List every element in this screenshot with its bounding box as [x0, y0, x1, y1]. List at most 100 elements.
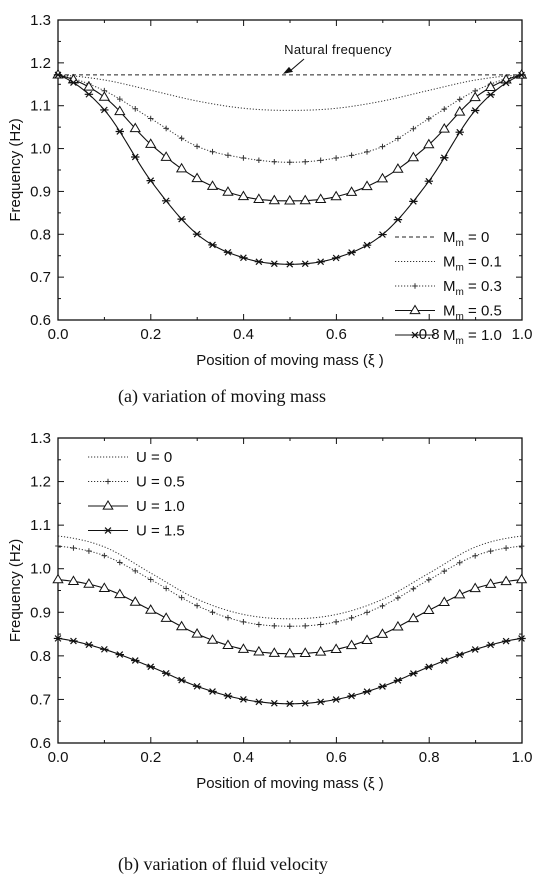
data-point	[237, 643, 250, 653]
data-point	[440, 657, 449, 665]
data-point	[316, 258, 325, 266]
data-point	[407, 151, 420, 162]
plot-frame	[57, 437, 523, 744]
data-point	[101, 552, 108, 559]
data-point	[362, 241, 372, 249]
data-point	[299, 194, 311, 205]
data-point	[423, 604, 435, 614]
data-point	[53, 635, 63, 642]
data-point	[314, 193, 327, 204]
x-tick-label: 0.4	[233, 749, 254, 766]
data-point	[299, 647, 311, 657]
data-point	[225, 152, 231, 159]
x-tick-label: 0.6	[326, 749, 347, 766]
series-1	[57, 535, 523, 620]
x-tick-label: 0.2	[140, 749, 161, 766]
data-point	[486, 91, 495, 99]
x-axis-label: Position of moving mass (ξ )	[196, 775, 384, 792]
x-tick-label: 0.4	[233, 326, 254, 343]
x-tick-label: 0.2	[140, 326, 161, 343]
data-point	[333, 619, 339, 625]
data-point	[270, 699, 279, 707]
chart-panel-b: 0.0 0.2 0.4 0.6 0.8 1.0 0.6 0.7 0.8 0.9 1.0 1.1 1.2 1…	[7, 430, 532, 875]
data-point	[285, 700, 294, 708]
data-point	[364, 149, 370, 155]
data-point	[100, 645, 109, 653]
x-tick-label: 0.0	[48, 326, 69, 343]
data-point	[395, 135, 401, 142]
data-point	[194, 143, 200, 150]
data-point	[393, 216, 403, 224]
data-point	[424, 663, 434, 671]
series-line	[57, 545, 523, 627]
data-point	[407, 612, 420, 623]
data-point	[470, 646, 480, 653]
series-4	[53, 635, 526, 708]
x-tick-label: 0.6	[326, 326, 347, 343]
data-point	[517, 71, 526, 79]
data-point	[301, 260, 310, 268]
data-point	[129, 596, 141, 606]
data-point	[348, 152, 355, 159]
series-line	[57, 74, 523, 111]
data-point	[317, 621, 324, 628]
legend-marker	[410, 331, 420, 339]
data-point	[240, 155, 247, 161]
data-point	[178, 135, 185, 142]
data-point	[175, 162, 188, 173]
y-tick-label: 0.9	[30, 183, 51, 200]
data-point	[456, 96, 463, 103]
legend-marker	[412, 283, 418, 289]
data-point	[314, 645, 327, 656]
data-point	[345, 639, 358, 650]
data-point	[98, 582, 111, 592]
data-point	[517, 635, 526, 642]
data-point	[145, 604, 157, 614]
data-point	[239, 696, 248, 703]
y-tick-label: 1.1	[30, 98, 51, 115]
data-point	[194, 602, 200, 609]
data-point	[222, 186, 234, 196]
data-point	[441, 568, 448, 574]
data-point	[240, 619, 247, 625]
series-3	[52, 573, 528, 658]
data-point	[69, 637, 78, 645]
y-tick-label: 0.6	[30, 312, 51, 329]
data-point	[347, 249, 356, 256]
data-point	[129, 122, 141, 133]
data-point	[331, 254, 341, 262]
data-point	[115, 128, 125, 135]
data-point	[209, 148, 216, 155]
data-point	[348, 615, 355, 621]
y-tick-label: 0.9	[30, 604, 51, 621]
data-point	[84, 90, 94, 98]
data-point	[286, 159, 293, 166]
data-point	[361, 180, 373, 191]
annotation-label: Natural frequency	[284, 42, 392, 57]
data-point	[237, 190, 250, 201]
data-point	[83, 578, 95, 588]
data-point	[470, 107, 480, 114]
data-point	[364, 609, 370, 616]
data-point	[438, 123, 450, 133]
data-point	[518, 543, 525, 549]
data-point	[191, 172, 203, 183]
data-point	[331, 696, 341, 703]
data-point	[208, 688, 217, 695]
data-point	[191, 628, 203, 638]
data-point	[208, 241, 217, 249]
data-point	[268, 647, 280, 657]
data-point	[302, 158, 309, 165]
series-4	[52, 68, 528, 205]
data-point	[410, 585, 417, 592]
data-point	[270, 260, 279, 268]
data-point	[223, 692, 233, 700]
data-point	[163, 125, 169, 132]
data-point	[501, 79, 511, 87]
series-2	[55, 543, 525, 630]
y-tick-label: 0.8	[30, 648, 51, 665]
data-point	[114, 588, 126, 599]
data-point	[177, 676, 186, 684]
data-point	[253, 193, 265, 203]
data-point	[115, 651, 125, 658]
